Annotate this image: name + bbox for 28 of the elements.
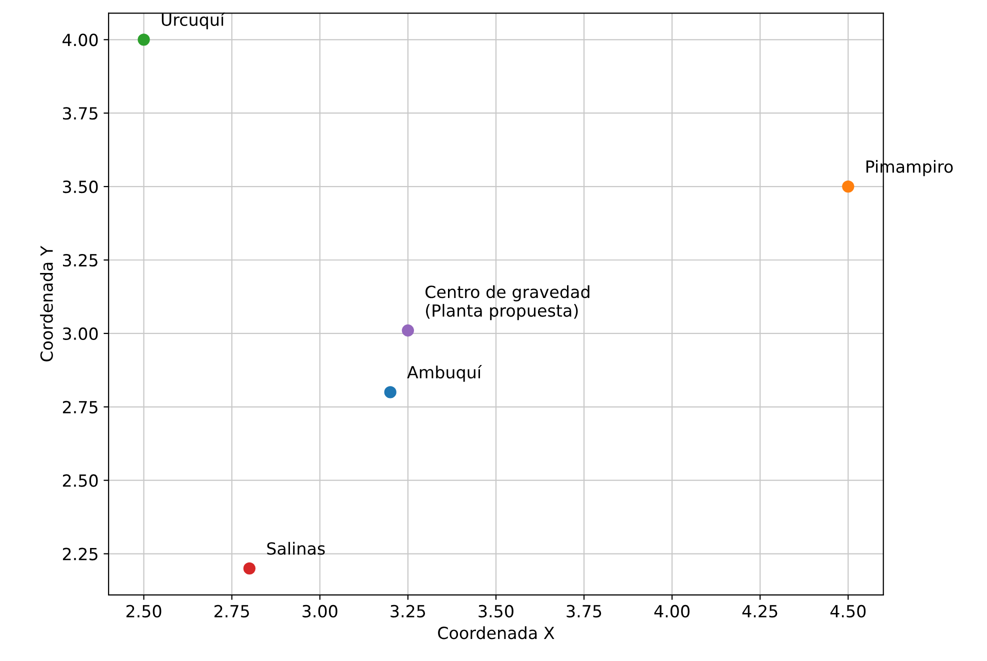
series-label: Centro de gravedad (Planta propuesta) <box>426 285 590 320</box>
y-tick-label: 2.50 <box>62 474 98 487</box>
x-tick-label: 3.00 <box>302 604 338 618</box>
series-label: Ambuquí <box>407 364 482 382</box>
y-axis-title: Coordenada Y <box>40 246 53 362</box>
x-tick-label: 2.50 <box>126 604 162 618</box>
y-tick-label: 3.50 <box>63 180 98 194</box>
y-tick-label: 2.75 <box>62 400 98 414</box>
series-label: Urcuquí <box>162 12 226 30</box>
point <box>243 562 256 575</box>
x-tick-label: 4.25 <box>742 604 778 618</box>
x-axis-title: Coordenada X <box>438 626 554 640</box>
y-tick-label: 3.25 <box>63 254 98 267</box>
x-tick-label: 2.75 <box>214 604 249 618</box>
point <box>402 324 414 337</box>
series-label: Salinas <box>267 542 325 555</box>
y-tick-label: 3.75 <box>63 107 98 120</box>
x-tick-label: 4.00 <box>654 604 690 618</box>
y-tick-label: 2.25 <box>62 548 98 560</box>
y-tick-label: 4.00 <box>62 34 98 46</box>
y-tick-label: 3.00 <box>63 327 98 340</box>
x-tick-label: 3.25 <box>390 604 426 618</box>
x-tick-label: 3.75 <box>566 604 602 618</box>
x-tick-label: 4.50 <box>830 604 866 618</box>
point <box>384 386 396 398</box>
point <box>842 180 854 193</box>
x-tick-label: 3.50 <box>478 604 514 618</box>
point <box>138 34 150 46</box>
